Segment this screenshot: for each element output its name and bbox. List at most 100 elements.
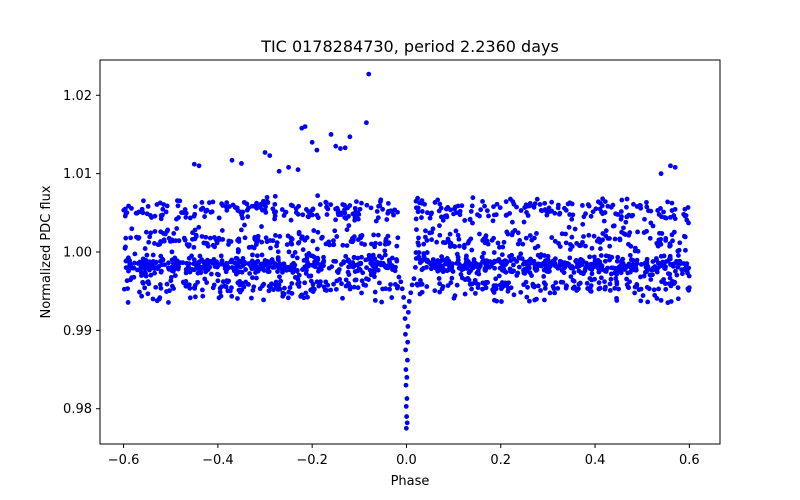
data-point [217,289,223,295]
data-point [210,285,216,291]
data-point [372,297,378,303]
data-point [200,293,206,299]
data-point [472,290,478,296]
data-point [682,266,688,272]
data-point [424,238,430,243]
data-point [527,201,533,206]
data-point [157,282,163,287]
data-point [161,202,166,207]
data-point [416,242,422,248]
data-point [359,278,365,284]
data-point [368,205,374,211]
data-point [598,275,604,281]
data-point [444,259,450,265]
data-point [558,262,564,267]
data-point [359,254,364,260]
data-point [641,273,647,279]
data-point [669,200,675,206]
data-point [277,274,282,280]
data-point [525,213,531,218]
data-point [616,286,621,292]
data-point [122,206,128,212]
data-point [241,199,247,205]
data-point [389,295,395,300]
data-point [501,283,507,289]
data-point [378,260,384,266]
data-point [453,228,459,234]
data-point [672,216,678,222]
data-point [466,277,472,283]
data-point [683,213,689,218]
data-point [657,230,662,236]
data-point [403,367,409,372]
data-point [511,262,516,268]
data-point [603,228,609,234]
data-point [638,298,644,304]
data-point [367,267,373,273]
x-tick-label: −0.2 [296,453,328,468]
data-point [343,277,349,283]
data-point [437,289,443,295]
data-point [403,403,409,409]
data-point [227,288,233,294]
data-point [359,200,364,206]
data-point [663,238,669,243]
data-point [274,243,279,249]
data-point [138,264,144,269]
data-point [359,241,364,246]
data-point [316,266,322,272]
data-point [385,201,391,206]
data-point [635,229,640,235]
data-point [459,203,465,209]
data-point [437,201,443,207]
x-axis: −0.6 −0.4 −0.2 0.0 0.2 0.4 0.6 [108,444,700,468]
data-point [270,238,276,244]
data-point [389,255,395,261]
data-point [190,236,195,242]
data-point [299,125,305,131]
data-point [545,253,551,259]
data-point [132,260,137,266]
data-point [414,227,419,233]
data-point [559,231,565,237]
data-point [289,241,295,247]
data-point [125,255,131,261]
data-point [668,283,674,289]
data-point [239,161,244,166]
data-point [145,279,150,285]
data-point [203,240,209,246]
data-point [308,287,314,293]
data-point [286,249,292,255]
data-point [648,277,654,282]
data-point [405,357,410,363]
data-point [603,233,609,239]
data-point [446,267,452,273]
data-point [547,290,553,296]
data-point [449,275,455,281]
data-point [224,200,230,205]
data-point [182,207,188,212]
data-point [315,255,321,261]
data-point [344,227,350,233]
data-point [152,241,157,246]
data-point [482,265,488,271]
data-point [638,274,643,280]
data-point [651,287,657,293]
data-point [181,235,187,241]
data-point [192,286,198,291]
data-point [321,259,327,265]
data-point [478,207,484,213]
data-point [475,281,481,287]
data-point [166,260,171,266]
data-point [597,206,603,212]
data-point [366,252,372,258]
data-point [514,273,520,278]
data-point [496,256,502,262]
data-point [454,282,460,288]
data-point [535,252,541,258]
data-point [645,299,651,305]
data-point [382,248,388,254]
data-point [347,203,353,208]
data-point [598,246,603,252]
